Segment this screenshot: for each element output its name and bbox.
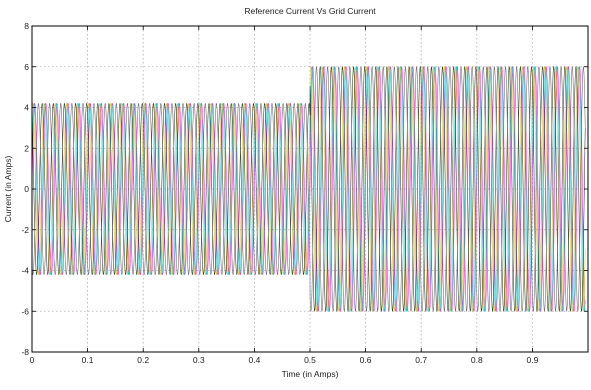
series-line — [31, 66, 586, 312]
y-tick-label: -4 — [21, 266, 29, 276]
series-group — [31, 66, 586, 312]
x-tick-label: 0.2 — [137, 355, 149, 365]
x-axis-label: Time (in Amps) — [282, 369, 339, 379]
x-tick-label: 0.9 — [526, 355, 538, 365]
y-tick-label: 8 — [24, 21, 29, 31]
x-tick-label: 0.7 — [415, 355, 427, 365]
x-tick-label: 0.3 — [193, 355, 205, 365]
x-tick-label: 0 — [30, 355, 35, 365]
y-tick-label: 4 — [24, 103, 29, 113]
x-tick-label: 0.4 — [248, 355, 260, 365]
y-tick-label: 0 — [24, 184, 29, 194]
x-tick-label: 0.6 — [360, 355, 372, 365]
x-tick-label: 0.5 — [304, 355, 316, 365]
y-tick-label: 2 — [24, 143, 29, 153]
series-line — [31, 66, 586, 312]
y-tick-label: 6 — [24, 62, 29, 72]
y-tick-label: -8 — [21, 347, 29, 357]
series-line — [31, 66, 586, 312]
ticks: 0 0.1 0.2 0.3 0.4 0.5 0.6 0.7 0.8 0.9 -8 -6 -4 -2 0 2 4 6… — [21, 21, 588, 365]
y-tick-label: -2 — [21, 225, 29, 235]
y-axis-label: Current (in Amps) — [3, 156, 13, 223]
series-line — [31, 66, 586, 312]
y-tick-label: -6 — [21, 306, 29, 316]
chart-title: Reference Current Vs Grid Current — [244, 6, 376, 16]
x-tick-label: 0.8 — [471, 355, 483, 365]
x-tick-label: 0.1 — [82, 355, 94, 365]
